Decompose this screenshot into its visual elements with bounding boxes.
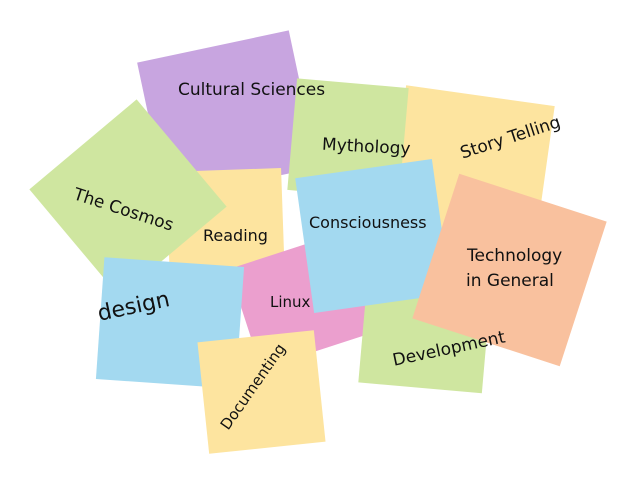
label-cultural-sciences: Cultural Sciences [178,80,326,100]
label-reading: Reading [203,226,268,245]
label-technology-line1: Technology [467,246,563,266]
label-technology-line2: in General [466,271,554,291]
label-linux: Linux [270,293,311,311]
sticky-note-documenting[interactable] [197,330,326,454]
label-consciousness: Consciousness [309,213,427,232]
